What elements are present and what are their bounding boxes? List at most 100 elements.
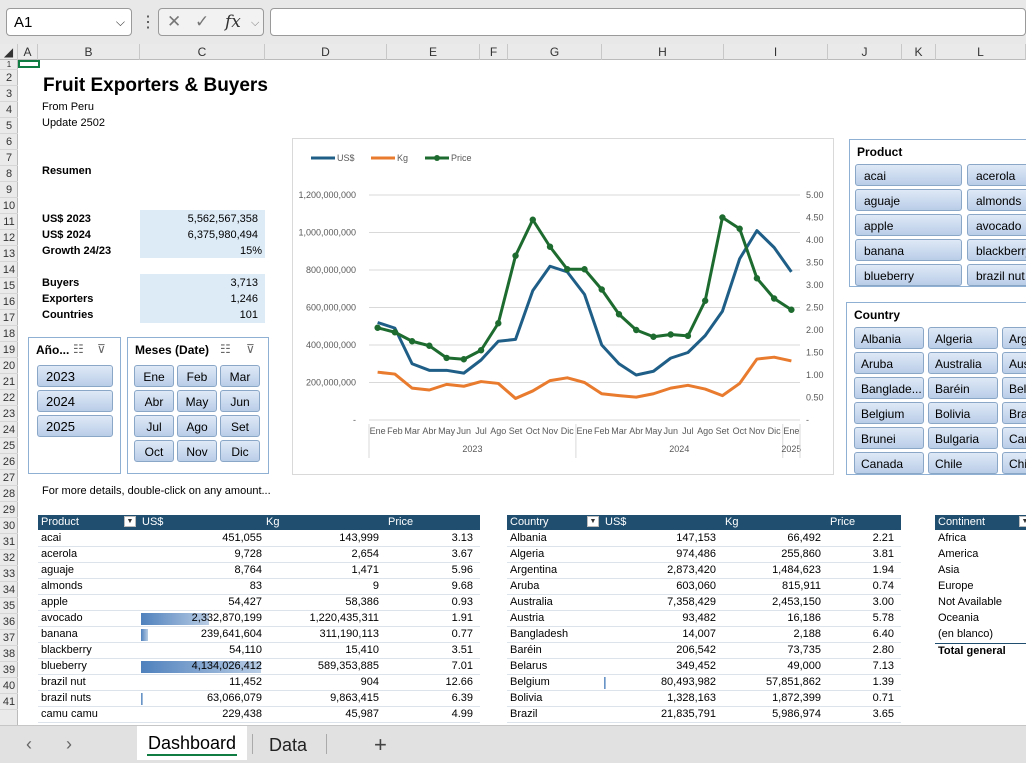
next-sheet-icon[interactable]: › xyxy=(66,734,72,754)
price-point[interactable] xyxy=(529,216,536,223)
row-label[interactable]: Brazil xyxy=(510,708,538,720)
slicer-item-country[interactable]: Bra xyxy=(1002,402,1026,424)
row-header[interactable]: 41 xyxy=(0,694,18,710)
column-header-label[interactable]: Product xyxy=(41,516,79,528)
price-value[interactable]: 3.67 xyxy=(451,548,473,560)
kg-value[interactable]: 1,471 xyxy=(351,564,379,576)
price-value[interactable]: 4.99 xyxy=(451,708,473,720)
row-label[interactable]: America xyxy=(938,548,979,560)
row-header[interactable]: 5 xyxy=(0,118,18,134)
row-label[interactable]: apple xyxy=(41,596,68,608)
price-value[interactable]: 3.13 xyxy=(451,532,473,544)
column-header[interactable]: I xyxy=(724,44,828,60)
slicer-item-country[interactable]: Canada xyxy=(854,452,924,474)
usd-value[interactable]: 7,358,429 xyxy=(667,596,716,608)
kg-value[interactable]: 15,410 xyxy=(345,644,379,656)
kg-value[interactable]: 16,186 xyxy=(787,612,821,624)
clear-filter-icon[interactable]: ⊽ xyxy=(97,342,106,356)
price-value[interactable]: 3.51 xyxy=(451,644,473,656)
more-options-icon[interactable]: ⋮ xyxy=(140,14,156,31)
row-header[interactable]: 33 xyxy=(0,566,18,582)
row-label[interactable]: Australia xyxy=(510,596,553,608)
row-header[interactable]: 7 xyxy=(0,150,18,166)
worksheet[interactable]: Fruit Exporters & Buyers From Peru Updat… xyxy=(18,60,1026,725)
slicer-item-month[interactable]: Ene xyxy=(134,365,174,387)
kg-value[interactable]: 2,654 xyxy=(351,548,379,560)
price-value[interactable]: 2.80 xyxy=(872,644,894,656)
slicer-item-month[interactable]: Ago xyxy=(177,415,217,437)
name-box[interactable]: A1 ⌵ xyxy=(6,8,132,36)
row-header[interactable]: 12 xyxy=(0,230,18,246)
row-label[interactable]: (en blanco) xyxy=(938,628,994,640)
price-value[interactable]: 7.01 xyxy=(451,660,473,672)
row-label[interactable]: Argentina xyxy=(510,564,558,576)
row-label[interactable]: brazil nut xyxy=(41,676,86,688)
slicer-item-country[interactable]: Australia xyxy=(928,352,998,374)
price-point[interactable] xyxy=(788,306,795,313)
row-label[interactable]: blueberry xyxy=(41,660,87,672)
row-header[interactable]: 20 xyxy=(0,358,18,374)
tab-dashboard[interactable]: Dashboard xyxy=(137,726,247,760)
usd-value[interactable]: 451,055 xyxy=(222,532,262,544)
column-header-label[interactable]: Kg xyxy=(725,516,739,528)
row-header[interactable]: 26 xyxy=(0,454,18,470)
kg-value[interactable]: 5,986,974 xyxy=(772,708,821,720)
slicer-item-product[interactable]: blueberry xyxy=(855,264,962,286)
slicer-item-country[interactable]: Brunei xyxy=(854,427,924,449)
usd-value[interactable]: 974,486 xyxy=(676,548,716,560)
kg-value[interactable]: 9,863,415 xyxy=(330,692,379,704)
price-point[interactable] xyxy=(374,324,381,331)
slicer-item-month[interactable]: Nov xyxy=(177,440,217,462)
count-value[interactable]: 1,246 xyxy=(230,293,258,305)
usd-value[interactable]: 14,007 xyxy=(682,628,716,640)
kg-value[interactable]: 49,000 xyxy=(787,660,821,672)
row-label[interactable]: Belgium xyxy=(510,676,550,688)
usd-value[interactable]: 349,452 xyxy=(676,660,716,672)
usd-value[interactable]: 2,332,870,199 xyxy=(191,612,262,624)
usd-value[interactable]: 603,060 xyxy=(676,580,716,592)
price-point[interactable] xyxy=(495,320,502,327)
price-point[interactable] xyxy=(408,338,416,345)
row-header[interactable]: 28 xyxy=(0,486,18,502)
row-label[interactable]: Algeria xyxy=(510,548,545,560)
price-value[interactable]: 0.74 xyxy=(872,580,894,592)
filter-dropdown-icon[interactable]: ▼ xyxy=(124,516,136,527)
price-point[interactable] xyxy=(460,356,468,363)
slicer-item-month[interactable]: Jul xyxy=(134,415,174,437)
row-label[interactable]: banana xyxy=(41,628,78,640)
price-point[interactable] xyxy=(512,252,519,259)
usd-value[interactable]: 239,641,604 xyxy=(200,628,262,640)
column-header-label[interactable]: US$ xyxy=(605,516,627,528)
total-label[interactable]: Total general xyxy=(938,645,1006,657)
row-header[interactable]: 24 xyxy=(0,422,18,438)
row-header[interactable]: 40 xyxy=(0,678,18,694)
slicer-item-country[interactable]: Baréin xyxy=(928,377,998,399)
price-point[interactable] xyxy=(684,332,692,340)
price-value[interactable]: 5.78 xyxy=(872,612,894,624)
row-label[interactable]: acerola xyxy=(41,548,78,560)
row-header[interactable]: 2 xyxy=(0,70,18,86)
row-header[interactable]: 37 xyxy=(0,630,18,646)
row-label[interactable]: Europe xyxy=(938,580,974,592)
price-value[interactable]: 5.96 xyxy=(451,564,473,576)
slicer-item-month[interactable]: Dic xyxy=(220,440,260,462)
kg-value[interactable]: 57,851,862 xyxy=(765,676,821,688)
slicer-item-2024[interactable]: 2024 xyxy=(37,390,113,412)
kg-value[interactable]: 2,453,150 xyxy=(772,596,821,608)
row-label[interactable]: Albania xyxy=(510,532,547,544)
kg-value[interactable]: 1,484,623 xyxy=(772,564,821,576)
slicer-item-month[interactable]: Jun xyxy=(220,390,260,412)
row-header[interactable]: 36 xyxy=(0,614,18,630)
multi-select-icon[interactable]: ☷ xyxy=(220,342,231,356)
select-all-corner[interactable]: ◢ xyxy=(0,44,18,60)
filter-dropdown-icon[interactable]: ▼ xyxy=(1019,516,1026,527)
slicer-item-product[interactable]: brazil nut xyxy=(967,264,1026,286)
price-value[interactable]: 0.71 xyxy=(872,692,894,704)
price-value[interactable]: 3.65 xyxy=(872,708,894,720)
price-value[interactable]: 3.81 xyxy=(872,548,894,560)
price-point[interactable] xyxy=(633,326,640,334)
price-point[interactable] xyxy=(546,243,554,250)
slicer-item-month[interactable]: Set xyxy=(220,415,260,437)
chevron-down-icon[interactable]: ⌵ xyxy=(251,17,260,29)
kg-value[interactable]: 143,999 xyxy=(339,532,379,544)
